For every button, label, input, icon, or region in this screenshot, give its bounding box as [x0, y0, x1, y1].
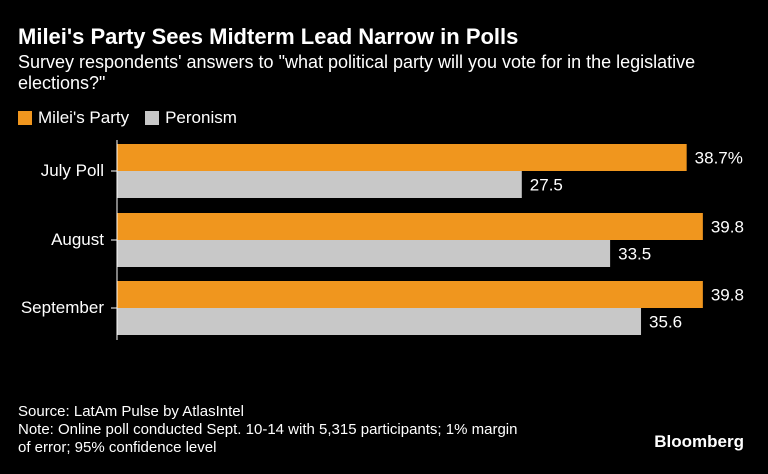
bar-milei-2 — [117, 281, 703, 308]
category-label-1: August — [51, 230, 104, 249]
bar-milei-0 — [117, 144, 687, 171]
source-text: Source: LatAm Pulse by AtlasIntel — [18, 403, 244, 420]
legend-label-peronism: Peronism — [165, 108, 237, 127]
legend-label-milei: Milei's Party — [38, 108, 130, 127]
data-label-milei-2: 39.8 — [711, 286, 744, 305]
data-label-peronism-2: 35.6 — [649, 313, 682, 332]
chart-title: Milei's Party Sees Midterm Lead Narrow i… — [18, 24, 519, 49]
bar-milei-1 — [117, 213, 703, 240]
note-text-line1: Note: Online poll conducted Sept. 10-14 … — [18, 421, 518, 438]
category-label-0: July Poll — [41, 161, 104, 180]
legend: Milei's Party Peronism — [18, 108, 253, 128]
data-label-peronism-1: 33.5 — [618, 245, 651, 264]
legend-swatch-peronism — [145, 111, 160, 125]
bar-peronism-0 — [117, 171, 522, 198]
legend-item-milei: Milei's Party — [18, 108, 129, 128]
bar-peronism-2 — [117, 308, 642, 335]
bar-chart: July Poll 38.7% 27.5 August 39.8 33.5 Septembe… — [21, 140, 744, 340]
data-label-milei-1: 39.8 — [711, 218, 744, 237]
bar-peronism-1 — [117, 240, 611, 267]
chart-subtitle: Survey respondents' answers to "what pol… — [18, 52, 696, 93]
bloomberg-logo: Bloomberg — [654, 432, 744, 451]
category-label-2: September — [21, 298, 104, 317]
data-label-peronism-0: 27.5 — [530, 176, 563, 195]
footer: Source: LatAm Pulse by AtlasIntel Note: … — [18, 403, 517, 457]
data-label-milei-0: 38.7% — [695, 149, 743, 168]
note-text-line2: of error; 95% confidence level — [18, 439, 217, 456]
legend-swatch-milei — [18, 111, 32, 125]
legend-item-peronism: Peronism — [145, 108, 237, 128]
